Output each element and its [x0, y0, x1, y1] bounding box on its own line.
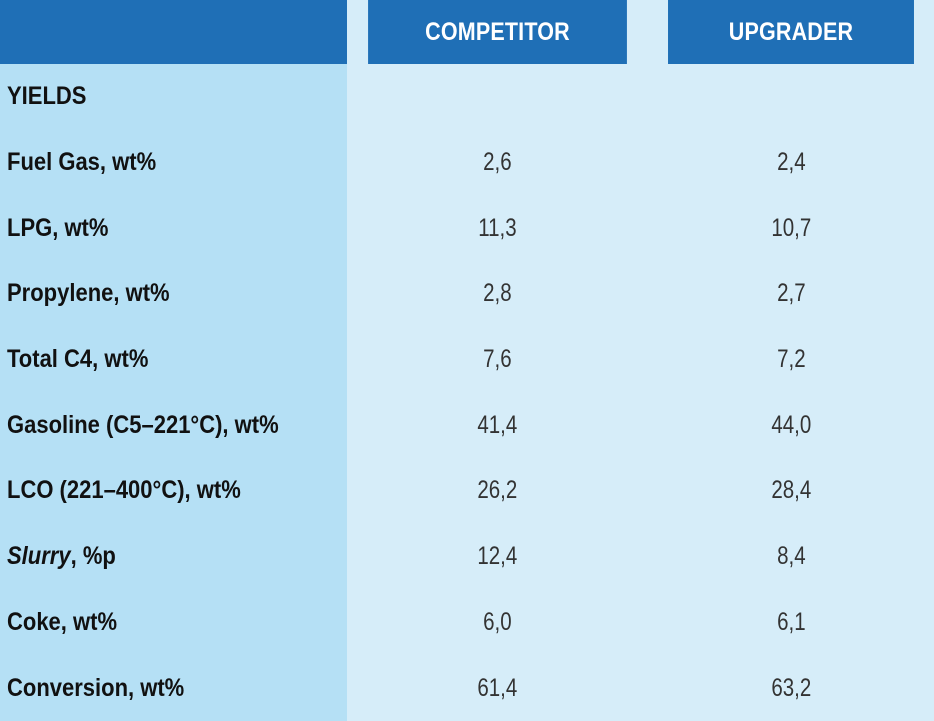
- row-label-text: Conversion, wt%: [7, 673, 185, 702]
- row-label-text: Slurry, %p: [7, 542, 116, 571]
- row-label-fuel-gas: Fuel Gas, wt%: [0, 129, 347, 196]
- row-label-rest-part: , %p: [70, 542, 116, 571]
- row-label-lco: LCO (221–400°C), wt%: [0, 458, 347, 524]
- row-label-text: Fuel Gas, wt%: [7, 148, 157, 177]
- cell-upgrader-value: 2,4: [776, 148, 806, 177]
- cell-upgrader-value: 8,4: [776, 542, 806, 571]
- cell-upgrader: 2,4: [648, 129, 934, 196]
- cell-competitor: 26,2: [347, 458, 648, 524]
- row-label-coke: Coke, wt%: [0, 589, 347, 656]
- section-title-yields: YIELDS: [0, 64, 347, 130]
- row-label-text: Total C4, wt%: [7, 345, 149, 374]
- cell-competitor-value: 11,3: [478, 213, 517, 242]
- cell-competitor-value: 7,6: [483, 345, 512, 374]
- row-label-italic-part: Slurry: [7, 542, 71, 571]
- cell-upgrader: 63,2: [648, 655, 934, 721]
- row-label-gasoline: Gasoline (C5–221°C), wt%: [0, 392, 347, 459]
- cell-upgrader: 28,4: [648, 458, 934, 524]
- cell-upgrader: 8,4: [648, 523, 934, 590]
- cell-competitor-value: 6,0: [483, 607, 512, 636]
- cell-upgrader-value: 2,7: [776, 279, 806, 308]
- empty-cell: [648, 64, 934, 130]
- row-label-lpg: LPG, wt%: [0, 195, 347, 262]
- row-label-text: Propylene, wt%: [7, 279, 170, 308]
- cell-competitor: 7,6: [347, 326, 648, 393]
- cell-competitor: 12,4: [347, 523, 648, 590]
- cell-competitor-value: 2,6: [483, 148, 512, 177]
- cell-competitor: 11,3: [347, 195, 648, 262]
- column-header-upgrader: UPGRADER: [668, 0, 914, 64]
- section-title-text: YIELDS: [7, 82, 87, 111]
- cell-upgrader-value: 10,7: [771, 213, 811, 242]
- row-label-propylene: Propylene, wt%: [0, 261, 347, 327]
- row-label-slurry: Slurry, %p: [0, 523, 347, 590]
- cell-upgrader: 10,7: [648, 195, 934, 262]
- header-corner-cell: [0, 0, 347, 64]
- row-label-text: LPG, wt%: [7, 213, 109, 242]
- cell-upgrader-value: 44,0: [771, 410, 811, 439]
- cell-upgrader: 6,1: [648, 589, 934, 656]
- empty-cell: [347, 64, 648, 130]
- cell-competitor: 2,8: [347, 261, 648, 327]
- cell-competitor: 6,0: [347, 589, 648, 656]
- cell-upgrader: 7,2: [648, 326, 934, 393]
- cell-competitor: 61,4: [347, 655, 648, 721]
- cell-upgrader-value: 28,4: [771, 476, 811, 505]
- row-label-total-c4: Total C4, wt%: [0, 326, 347, 393]
- cell-upgrader: 44,0: [648, 392, 934, 459]
- cell-competitor-value: 26,2: [477, 476, 518, 505]
- cell-upgrader-value: 63,2: [771, 673, 811, 702]
- cell-upgrader: 2,7: [648, 261, 934, 327]
- cell-competitor: 41,4: [347, 392, 648, 459]
- cell-competitor-value: 41,4: [477, 410, 518, 439]
- cell-competitor: 2,6: [347, 129, 648, 196]
- row-label-text: Coke, wt%: [7, 607, 118, 636]
- cell-upgrader-value: 6,1: [776, 607, 806, 636]
- cell-competitor-value: 12,4: [477, 542, 518, 571]
- column-header-competitor: COMPETITOR: [368, 0, 627, 64]
- cell-competitor-value: 2,8: [483, 279, 512, 308]
- row-label-text: Gasoline (C5–221°C), wt%: [7, 410, 279, 439]
- cell-competitor-value: 61,4: [477, 673, 518, 702]
- row-label-text: LCO (221–400°C), wt%: [7, 476, 241, 505]
- cell-upgrader-value: 7,2: [776, 345, 806, 374]
- row-label-conversion: Conversion, wt%: [0, 655, 347, 721]
